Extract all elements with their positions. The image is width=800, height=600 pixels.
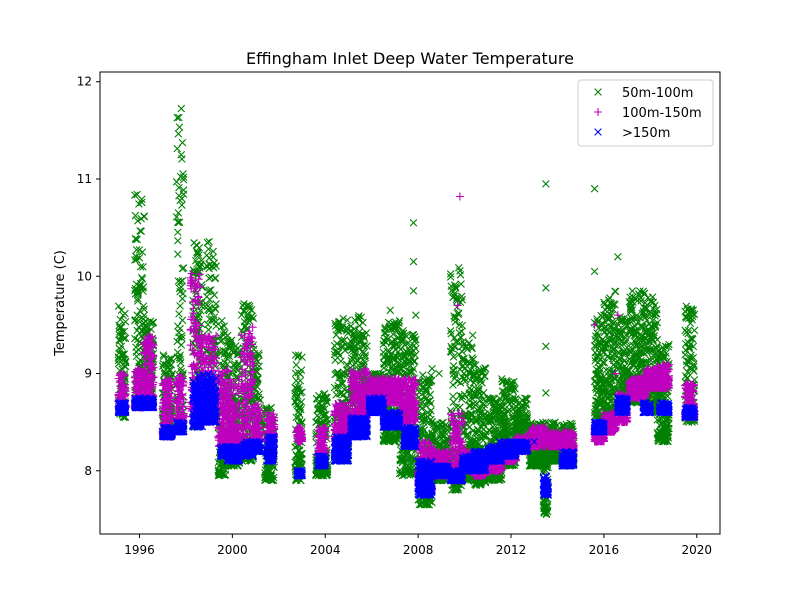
data-point: [136, 227, 144, 235]
data-point: [117, 342, 126, 350]
data-point: [116, 315, 125, 324]
data-point: [140, 311, 148, 320]
data-point: [135, 254, 144, 262]
data-point: [131, 211, 140, 220]
data-point: [118, 327, 126, 336]
data-point: [139, 263, 147, 271]
data-point: [137, 227, 146, 236]
data-point: [159, 351, 168, 359]
data-point: [121, 357, 130, 366]
data-point: [149, 318, 158, 327]
data-point: [134, 289, 143, 297]
data-point: [132, 235, 140, 243]
data-point: [139, 302, 148, 310]
data-point: [138, 195, 146, 204]
data-point: [138, 248, 147, 256]
data-point: [120, 334, 128, 343]
data-point: [132, 246, 141, 254]
data-point: [165, 355, 173, 363]
data-point: [160, 367, 169, 376]
data-point: [147, 325, 155, 334]
data-point: [140, 212, 148, 221]
data-point: [133, 217, 142, 225]
series-layer: [114, 104, 699, 519]
data-point: [139, 283, 148, 291]
chart-title: Effingham Inlet Deep Water Temperature: [246, 49, 574, 68]
data-point: [131, 316, 140, 324]
data-point: [120, 327, 129, 336]
data-point: [160, 352, 168, 361]
data-point: [114, 356, 123, 365]
data-point: [121, 309, 129, 318]
data-point: [121, 317, 130, 326]
data-point: [114, 302, 123, 310]
data-point: [138, 198, 146, 207]
data-point: [138, 275, 147, 283]
data-point: [121, 358, 130, 367]
data-point: [121, 334, 130, 343]
data-point: [136, 262, 145, 271]
data-point: [140, 305, 148, 314]
data-point: [131, 191, 139, 199]
data-point: [140, 319, 148, 327]
data-point: [133, 235, 141, 244]
